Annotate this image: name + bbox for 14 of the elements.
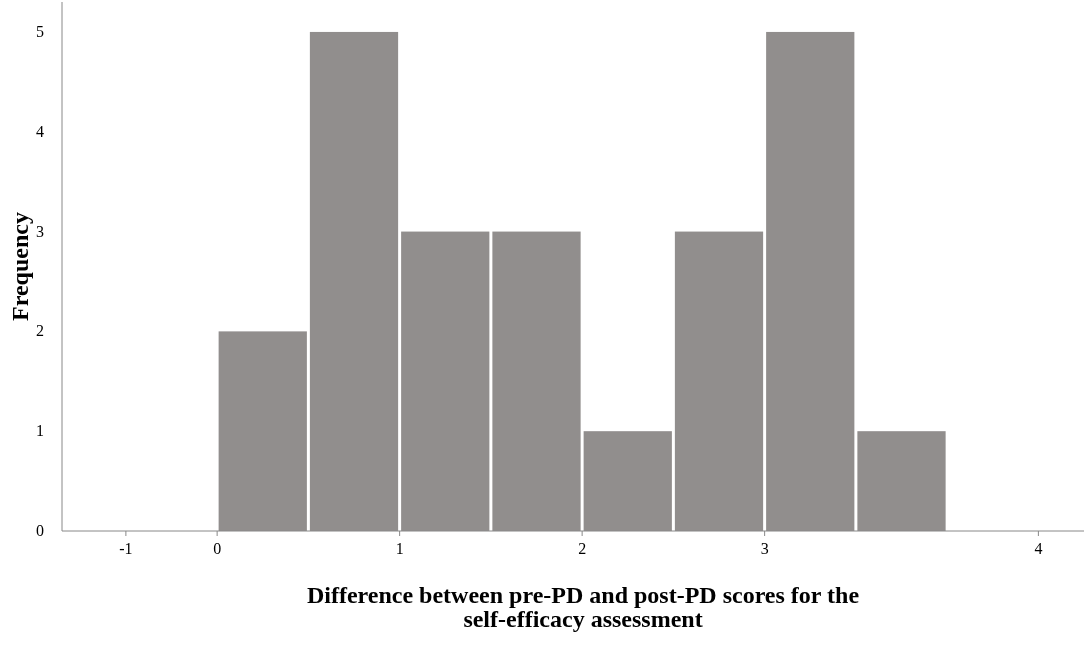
x-axis-title: Difference between pre-PD and post-PD scores for the self-efficacy assessment: [306, 582, 860, 632]
y-tick-label: 5: [36, 22, 44, 40]
x-tick-label: 0: [213, 540, 222, 557]
y-tick-label: 3: [36, 222, 44, 240]
y-axis-title: Frequency: [7, 212, 33, 321]
x-tick-label: 2: [578, 540, 587, 557]
y-tick-label: 0: [36, 522, 44, 539]
y-tick-label: 1: [36, 422, 44, 440]
y-tick-label: 2: [36, 322, 44, 340]
x-tick-label: 1: [395, 540, 404, 557]
y-tick-label: 4: [36, 122, 44, 140]
x-tick-label: 3: [760, 540, 769, 557]
x-tick-label: -1: [119, 540, 133, 557]
x-tick-label: 4: [1034, 540, 1043, 557]
